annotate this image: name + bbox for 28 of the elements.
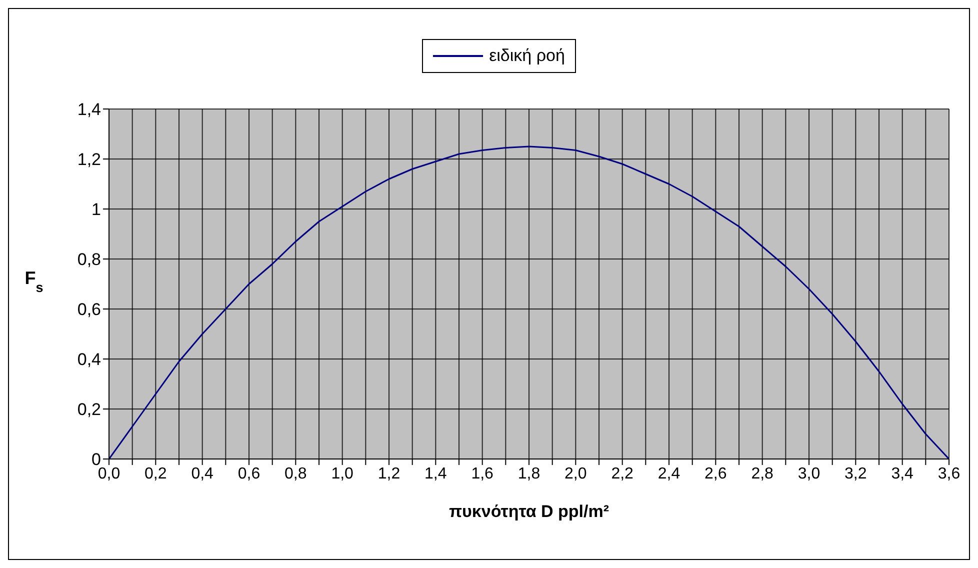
x-tick-label: 1,0	[331, 465, 354, 482]
x-tick-label: 3,2	[844, 465, 867, 482]
x-tick-label: 3,6	[938, 465, 960, 482]
y-tick-label: 1,4	[77, 100, 101, 120]
x-tick-label: 3,0	[798, 465, 820, 482]
y-tick-label: 0,4	[77, 350, 101, 370]
x-tick-label: 3,4	[891, 465, 914, 482]
legend-label: ειδική ροή	[489, 46, 565, 66]
x-tick-label: 0,6	[238, 465, 260, 482]
x-tick-label: 2,2	[611, 465, 634, 482]
x-tick-label: 1,8	[518, 465, 540, 482]
x-tick-label: 0,4	[191, 465, 214, 482]
x-tick-label: 2,0	[564, 465, 587, 482]
y-tick-label: 0,2	[77, 400, 101, 420]
x-tick-label: 1,4	[424, 465, 447, 482]
x-tick-label: 2,8	[751, 465, 774, 482]
y-tick-label: 1,2	[77, 150, 101, 170]
x-tick-label: 1,6	[471, 465, 494, 482]
x-axis-title: πυκνότητα D ppl/m²	[448, 502, 610, 521]
x-tick-label: 2,4	[658, 465, 680, 482]
y-tick-label: 1	[92, 200, 101, 220]
x-tick-label: 0,8	[284, 465, 307, 482]
x-tick-label: 0,2	[144, 465, 167, 482]
x-tick-label: 2,6	[704, 465, 727, 482]
y-tick-label: 0,8	[77, 250, 101, 270]
y-axis-title: F$_{s}$	[24, 268, 44, 294]
x-tick-label: 1,2	[378, 465, 400, 482]
y-tick-label: 0,6	[77, 300, 101, 320]
